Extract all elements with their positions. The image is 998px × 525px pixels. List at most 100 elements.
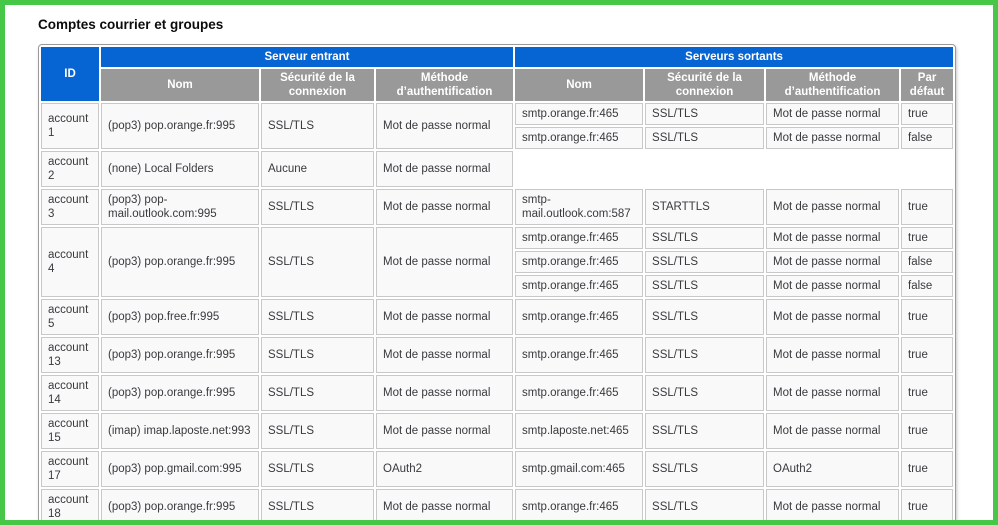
header-columns-row: Nom Sécurité de la connexion Méthode d’a…	[41, 69, 954, 101]
outgoing-security-cell: SSL/TLS	[645, 413, 765, 449]
col-header-outgoing-name: Nom	[515, 69, 644, 101]
incoming-auth-cell: Mot de passe normal	[376, 299, 514, 335]
incoming-auth-cell: Mot de passe normal	[376, 337, 514, 373]
account-id-cell: account4	[41, 227, 99, 297]
outgoing-auth-cell: Mot de passe normal	[766, 375, 900, 411]
incoming-auth-cell: Mot de passe normal	[376, 413, 514, 449]
default-cell: true	[901, 413, 954, 449]
outgoing-name-cell: smtp.orange.fr:465	[515, 299, 644, 335]
incoming-security-cell: SSL/TLS	[261, 375, 374, 411]
incoming-name-cell: (pop3) pop.free.fr:995	[101, 299, 259, 335]
outgoing-auth-cell: Mot de passe normal	[766, 227, 900, 249]
default-cell: true	[901, 227, 954, 249]
outgoing-security-cell: SSL/TLS	[645, 337, 765, 373]
outgoing-name-cell: smtp.orange.fr:465	[515, 275, 644, 297]
account-row: account2 (none) Local Folders Aucune Mot de…	[41, 151, 953, 187]
default-cell: true	[901, 375, 954, 411]
col-group-incoming-server: Serveur entrant	[101, 47, 514, 67]
account-row: account14 (pop3) pop.orange.fr:995 SSL/TLS…	[41, 375, 954, 411]
outgoing-auth-cell: Mot de passe normal	[766, 251, 900, 273]
outgoing-security-cell: SSL/TLS	[645, 227, 765, 249]
outgoing-auth-cell: Mot de passe normal	[766, 275, 900, 297]
default-cell: true	[901, 189, 954, 225]
outgoing-auth-cell: Mot de passe normal	[766, 189, 900, 225]
outgoing-security-cell: SSL/TLS	[645, 251, 765, 273]
outgoing-auth-cell: Mot de passe normal	[766, 103, 900, 125]
outgoing-security-cell: STARTTLS	[645, 189, 765, 225]
account-id-cell: account13	[41, 337, 99, 373]
incoming-security-cell: SSL/TLS	[261, 337, 374, 373]
incoming-security-cell: SSL/TLS	[261, 413, 374, 449]
account-row: account5 (pop3) pop.free.fr:995 SSL/TLS Mot…	[41, 299, 954, 335]
outgoing-name-cell: smtp.orange.fr:465	[515, 489, 644, 520]
outgoing-name-cell: smtp-mail.outlook.com:587	[515, 189, 644, 225]
accounts-tbody: account1 (pop3) pop.orange.fr:995 SSL/TLS M…	[41, 103, 954, 520]
table-header: ID Serveur entrant Serveurs sortants Nom…	[41, 47, 954, 101]
incoming-auth-cell: Mot de passe normal	[376, 489, 514, 520]
empty-outgoing-cell	[515, 151, 953, 187]
outgoing-auth-cell: Mot de passe normal	[766, 413, 900, 449]
default-cell: false	[901, 251, 954, 273]
default-cell: true	[901, 103, 954, 125]
incoming-security-cell: Aucune	[261, 151, 374, 187]
default-cell: true	[901, 337, 954, 373]
col-group-outgoing-servers: Serveurs sortants	[515, 47, 954, 67]
default-cell: false	[901, 275, 954, 297]
incoming-name-cell: (pop3) pop.orange.fr:995	[101, 489, 259, 520]
col-header-id: ID	[41, 47, 99, 101]
default-cell: false	[901, 127, 954, 149]
incoming-name-cell: (pop3) pop.orange.fr:995	[101, 375, 259, 411]
incoming-name-cell: (none) Local Folders	[101, 151, 259, 187]
incoming-security-cell: SSL/TLS	[261, 489, 374, 520]
account-id-cell: account1	[41, 103, 99, 149]
outgoing-auth-cell: Mot de passe normal	[766, 337, 900, 373]
col-header-default: Par défaut	[901, 69, 954, 101]
incoming-auth-cell: Mot de passe normal	[376, 103, 514, 149]
col-header-outgoing-auth: Méthode d’authentification	[766, 69, 900, 101]
outgoing-security-cell: SSL/TLS	[645, 299, 765, 335]
incoming-security-cell: SSL/TLS	[261, 103, 374, 149]
incoming-auth-cell: Mot de passe normal	[376, 227, 514, 297]
incoming-auth-cell: OAuth2	[376, 451, 514, 487]
outgoing-security-cell: SSL/TLS	[645, 275, 765, 297]
account-row: account1 (pop3) pop.orange.fr:995 SSL/TLS M…	[41, 103, 954, 149]
outgoing-name-cell: smtp.gmail.com:465	[515, 451, 644, 487]
incoming-name-cell: (pop3) pop.orange.fr:995	[101, 103, 259, 149]
outgoing-row: smtp.orange.fr:465 SSL/TLS Mot de passe no…	[41, 251, 954, 273]
outgoing-name-cell: smtp.orange.fr:465	[515, 127, 644, 149]
outgoing-name-cell: smtp.orange.fr:465	[515, 227, 644, 249]
outgoing-security-cell: SSL/TLS	[645, 451, 765, 487]
col-header-incoming-name: Nom	[101, 69, 259, 101]
incoming-name-cell: (pop3) pop-mail.outlook.com:995	[101, 189, 259, 225]
outgoing-name-cell: smtp.orange.fr:465	[515, 375, 644, 411]
account-id-cell: account14	[41, 375, 99, 411]
account-id-cell: account3	[41, 189, 99, 225]
account-id-cell: account5	[41, 299, 99, 335]
incoming-name-cell: (imap) imap.laposte.net:993	[101, 413, 259, 449]
incoming-auth-cell: Mot de passe normal	[376, 375, 514, 411]
account-row: account18 (pop3) pop.orange.fr:995 SSL/TLS…	[41, 489, 954, 520]
outgoing-name-cell: smtp.orange.fr:465	[515, 251, 644, 273]
incoming-security-cell: SSL/TLS	[261, 451, 374, 487]
outgoing-name-cell: smtp.laposte.net:465	[515, 413, 644, 449]
incoming-security-cell: SSL/TLS	[261, 189, 374, 225]
default-cell: true	[901, 299, 954, 335]
col-header-incoming-auth: Méthode d’authentification	[376, 69, 514, 101]
outgoing-auth-cell: OAuth2	[766, 451, 900, 487]
account-id-cell: account15	[41, 413, 99, 449]
account-id-cell: account17	[41, 451, 99, 487]
incoming-security-cell: SSL/TLS	[261, 299, 374, 335]
account-row: account17 (pop3) pop.gmail.com:995 SSL/TLS…	[41, 451, 954, 487]
outgoing-auth-cell: Mot de passe normal	[766, 299, 900, 335]
outgoing-security-cell: SSL/TLS	[645, 127, 765, 149]
header-group-row: ID Serveur entrant Serveurs sortants	[41, 47, 954, 101]
account-id-cell: account2	[41, 151, 99, 187]
incoming-name-cell: (pop3) pop.orange.fr:995	[101, 227, 259, 297]
incoming-name-cell: (pop3) pop.orange.fr:995	[101, 337, 259, 373]
outgoing-security-cell: SSL/TLS	[645, 489, 765, 520]
outgoing-auth-cell: Mot de passe normal	[766, 489, 900, 520]
account-row: account4 (pop3) pop.orange.fr:995 SSL/TLS M…	[41, 227, 954, 297]
mail-accounts-table: ID Serveur entrant Serveurs sortants Nom…	[38, 44, 957, 520]
account-row: account13 (pop3) pop.orange.fr:995 SSL/TLS…	[41, 337, 954, 373]
